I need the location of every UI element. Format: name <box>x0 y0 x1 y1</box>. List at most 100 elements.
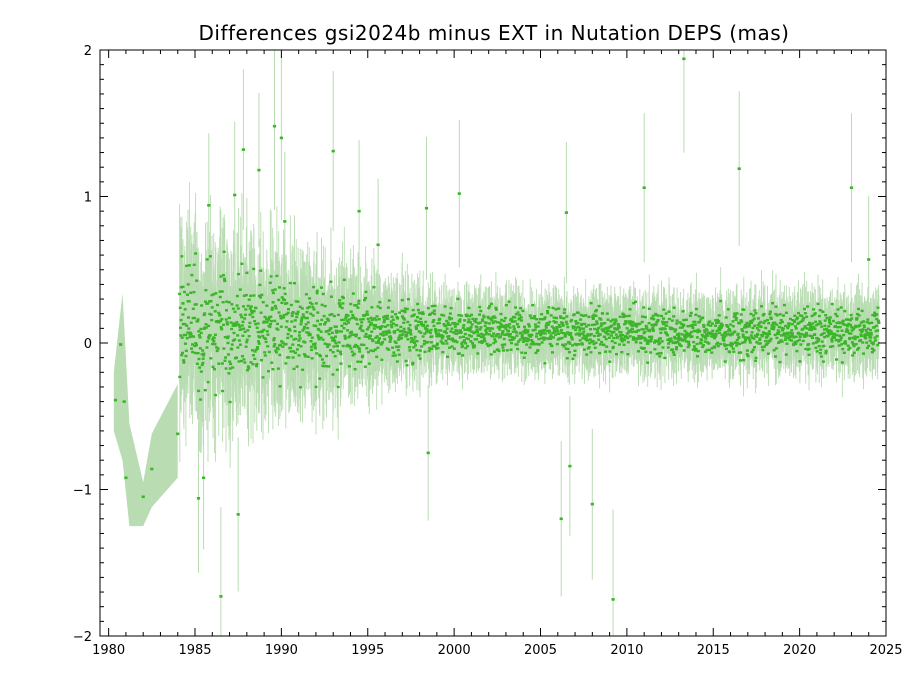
data-point <box>574 333 578 336</box>
data-point <box>709 331 713 334</box>
data-point <box>343 337 347 340</box>
data-point <box>405 364 409 367</box>
data-point <box>235 304 239 307</box>
data-point <box>781 320 784 324</box>
data-point <box>350 316 354 320</box>
data-point <box>519 307 523 310</box>
data-point <box>268 325 272 329</box>
data-point <box>503 333 507 336</box>
data-point <box>335 331 339 334</box>
data-point <box>812 313 816 316</box>
data-point <box>554 308 558 311</box>
data-point <box>462 335 465 338</box>
data-point <box>594 341 598 344</box>
data-point <box>178 292 182 296</box>
data-point <box>529 335 533 338</box>
data-point <box>199 327 203 331</box>
data-point <box>416 308 420 312</box>
data-point <box>222 323 226 326</box>
data-point <box>613 321 617 324</box>
data-point <box>742 336 746 339</box>
data-point <box>636 337 639 340</box>
data-point <box>815 350 819 353</box>
data-point <box>188 335 192 339</box>
data-point <box>543 328 547 332</box>
data-point <box>359 318 363 321</box>
data-point <box>211 338 215 341</box>
data-point <box>429 328 433 332</box>
data-point <box>306 355 310 358</box>
data-point <box>494 308 498 311</box>
data-point <box>552 327 556 330</box>
data-point <box>465 328 469 331</box>
data-point <box>786 326 790 330</box>
data-point <box>383 319 386 322</box>
data-point <box>691 323 695 327</box>
data-point <box>659 352 663 355</box>
data-point <box>496 321 500 324</box>
data-point <box>503 343 507 346</box>
data-point <box>322 314 326 318</box>
data-point <box>424 341 428 344</box>
data-point <box>375 335 379 338</box>
data-point <box>396 317 400 320</box>
data-point <box>794 335 798 338</box>
data-point <box>309 340 313 343</box>
data-point <box>672 353 676 356</box>
data-point <box>862 324 866 327</box>
data-point <box>854 343 858 346</box>
data-point <box>748 341 752 344</box>
data-point <box>459 329 462 332</box>
data-point <box>409 340 413 344</box>
data-point <box>758 338 762 342</box>
data-point <box>800 333 804 336</box>
data-point <box>741 329 745 333</box>
data-point <box>646 342 650 345</box>
x-tick-label: 2020 <box>783 643 816 658</box>
data-point <box>341 302 345 305</box>
data-point <box>273 304 277 308</box>
data-point <box>600 340 604 344</box>
data-point <box>744 336 748 339</box>
data-point <box>320 303 324 307</box>
data-point <box>729 334 732 337</box>
data-point <box>846 344 850 347</box>
data-point <box>639 346 643 349</box>
data-point <box>717 327 721 330</box>
data-point <box>650 323 654 327</box>
data-point <box>876 306 880 309</box>
data-point <box>753 324 757 327</box>
data-point <box>506 325 510 328</box>
data-point <box>681 310 685 313</box>
data-point <box>737 336 741 339</box>
data-point <box>460 342 464 345</box>
data-point <box>402 327 406 331</box>
data-point <box>703 329 707 332</box>
chart-title: Differences gsi2024b minus EXT in Nutati… <box>199 21 790 45</box>
data-point <box>675 322 679 325</box>
data-point <box>597 338 601 341</box>
data-point <box>851 343 855 346</box>
data-point <box>336 344 339 348</box>
data-point <box>465 337 469 340</box>
data-point <box>797 321 801 325</box>
data-point <box>673 337 677 340</box>
data-point <box>301 313 305 316</box>
data-point <box>580 322 584 326</box>
data-point <box>453 332 457 335</box>
data-point <box>199 398 203 401</box>
data-point <box>387 348 391 351</box>
data-point <box>316 334 320 337</box>
data-point <box>437 321 441 325</box>
data-point <box>870 351 874 354</box>
data-point <box>867 322 871 325</box>
data-point <box>666 346 670 349</box>
data-point <box>656 314 660 317</box>
data-point <box>400 336 403 340</box>
data-point <box>769 317 773 320</box>
data-point <box>442 314 446 317</box>
data-point <box>343 334 347 338</box>
data-point <box>846 329 850 332</box>
data-point <box>450 327 454 330</box>
x-tick-label: 2010 <box>610 643 643 658</box>
